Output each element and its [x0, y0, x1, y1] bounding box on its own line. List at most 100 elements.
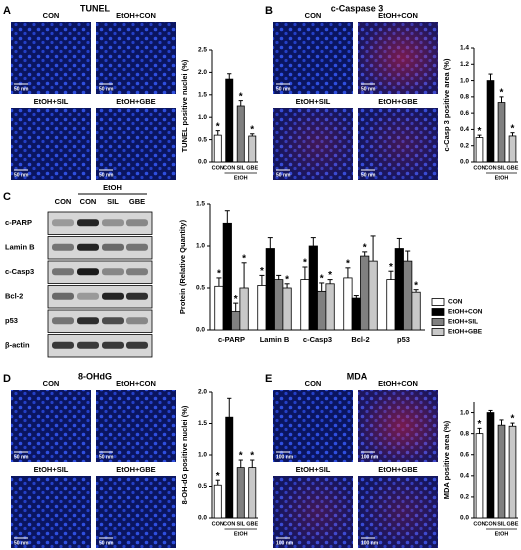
scale-label: 50 nm	[276, 86, 291, 92]
panel-letter: C	[3, 191, 11, 203]
y-tick-label: 0.6	[460, 110, 469, 117]
bar	[497, 102, 506, 163]
y-tick-label: 1.4	[460, 45, 469, 52]
bar	[308, 245, 318, 331]
bar	[274, 279, 284, 331]
y-axis-label: Protein (Relative Quantity)	[178, 219, 187, 314]
bar	[257, 285, 267, 331]
blot-band	[52, 219, 74, 227]
bar	[394, 248, 404, 331]
significance-marker: *	[217, 269, 221, 280]
significance-marker: *	[250, 124, 254, 135]
blot-group: EtOH	[103, 183, 122, 192]
significance-marker: *	[389, 262, 393, 273]
blot-row-label: c-PARP	[5, 218, 32, 227]
bar	[222, 222, 232, 331]
bar	[325, 283, 335, 331]
x-tick-label: SIL	[236, 165, 245, 171]
scale-label: 100 nm	[361, 540, 379, 546]
panel-title: MDA	[347, 371, 368, 381]
legend-swatch	[431, 318, 445, 326]
panel-title: 8-OHdG	[78, 371, 112, 381]
blot-band	[126, 292, 148, 300]
bar	[486, 412, 495, 519]
x-tick-label: SIL	[236, 521, 245, 527]
significance-marker: *	[239, 451, 243, 462]
lane-label: GBE	[129, 197, 145, 206]
x-tick-label: CON	[223, 165, 235, 171]
bar	[248, 135, 257, 163]
x-tick-label: GBE	[507, 521, 519, 527]
blot-band	[102, 317, 124, 325]
blot-band	[52, 268, 74, 276]
scale-label: 50 nm	[361, 172, 376, 178]
bar	[225, 78, 234, 163]
blot-band	[77, 292, 99, 300]
x-tick-label: GBE	[246, 165, 258, 171]
legend-swatch	[431, 308, 445, 316]
y-tick-label: 1.0	[198, 114, 207, 121]
image-label: EtOH+SIL	[34, 97, 69, 106]
blot-band	[102, 292, 124, 300]
blot-band	[126, 243, 148, 251]
bar	[351, 297, 361, 331]
blot-band	[126, 317, 148, 325]
blot-band	[102, 341, 124, 349]
image-label: EtOH+CON	[378, 11, 418, 20]
stain-overlay	[273, 476, 353, 548]
bar	[497, 424, 506, 519]
panel-letter: A	[3, 5, 11, 17]
significance-marker: *	[511, 414, 515, 425]
blot-band	[52, 341, 74, 349]
legend-label: EtOH+CON	[448, 309, 483, 316]
significance-marker: *	[260, 266, 264, 277]
bar	[300, 279, 310, 331]
bar	[403, 260, 413, 331]
y-tick-label: 0.8	[460, 94, 469, 101]
bar	[236, 467, 245, 519]
group-label: EtOH	[495, 531, 509, 537]
y-tick-label: 0.5	[198, 483, 207, 490]
blot-band	[52, 243, 74, 251]
blot-band	[77, 268, 99, 276]
blot-strip	[47, 236, 153, 260]
significance-marker: *	[216, 471, 220, 482]
significance-marker: *	[234, 294, 238, 305]
y-tick-label: 0.4	[460, 126, 469, 133]
image-label: CON	[43, 379, 60, 388]
image-label: CON	[305, 11, 322, 20]
x-tick-label: CON	[212, 521, 224, 527]
blot-band	[52, 292, 74, 300]
legend-label: EtOH+GBE	[448, 329, 483, 336]
y-tick-label: 0.0	[460, 159, 469, 166]
bar	[225, 416, 234, 519]
stain-overlay	[358, 476, 438, 548]
bar	[475, 433, 484, 519]
y-tick-label: 0.0	[198, 159, 207, 166]
blot-band	[102, 268, 124, 276]
scale-label: 100 nm	[276, 454, 294, 460]
y-tick-label: 1.5	[198, 92, 207, 99]
bar	[343, 277, 353, 331]
significance-marker: *	[239, 91, 243, 102]
lane-label: CON	[80, 197, 97, 206]
significance-marker: *	[303, 258, 307, 269]
scale-label: 50 nm	[361, 86, 376, 92]
scale-label: 100 nm	[276, 540, 294, 546]
bar	[265, 248, 275, 331]
blot-band	[102, 243, 124, 251]
y-tick-label: 0.0	[196, 327, 205, 334]
y-tick-label: 0.5	[198, 136, 207, 143]
micrograph	[11, 108, 91, 180]
bar	[213, 134, 222, 163]
y-tick-label: 2.0	[198, 389, 207, 396]
x-tick-label: SIL	[497, 165, 506, 171]
lane-label: CON	[55, 197, 72, 206]
micrograph	[96, 476, 176, 548]
x-tick-label: c-Casp3	[303, 335, 332, 344]
stain-overlay	[358, 22, 438, 94]
image-label: EtOH+CON	[116, 379, 156, 388]
y-axis-label: 8-OH-dG positive nuclei (%)	[180, 405, 189, 504]
y-axis-label: MDA positive area (%)	[442, 420, 451, 499]
significance-marker: *	[363, 243, 367, 254]
